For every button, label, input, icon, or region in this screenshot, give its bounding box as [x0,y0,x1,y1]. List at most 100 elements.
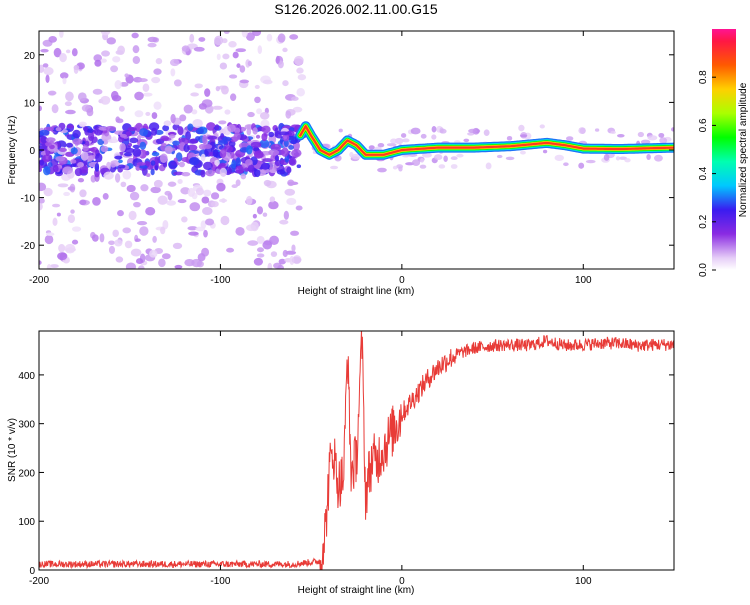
spectrogram-noise-blob [245,32,255,41]
spectrogram-noise-blob [214,124,220,131]
spectrogram-noise-blob [64,243,76,254]
spectrogram-noise-blob [394,137,404,145]
spectrogram-noise-cloud [39,31,674,269]
spectrogram-y-tick-label: -10 [21,194,36,205]
spectrogram-noise-blob [288,157,297,166]
colorbar: 0.0 0.2 0.4 0.6 0.8 Normalized spectral ampl… [698,29,749,277]
spectrogram-noise-blob [261,132,268,142]
spectrogram-noise-blob [173,171,184,176]
spectrogram-noise-blob [207,135,218,140]
snr-y-axis-label: SNR (10 * v/v) [7,418,18,482]
spectrogram-noise-blob [163,120,172,127]
spectrogram-noise-blob [296,87,305,97]
spectrogram-noise-blob [151,76,161,84]
spectrogram-noise-blob [67,214,76,223]
spectrogram-noise-blob [256,253,265,258]
spectrogram-noise-blob [187,144,198,151]
spectrogram-noise-blob [147,42,157,48]
spectrogram-noise-blob [150,168,155,176]
spectrogram-noise-blob [39,198,45,204]
spectrogram-noise-blob [285,110,292,119]
spectrogram-noise-blob [563,162,569,167]
spectrogram-noise-blob [420,158,425,163]
spectrogram-noise-blob [410,127,421,135]
spectrogram-noise-blob [43,165,51,176]
spectrogram-noise-blob [505,156,515,161]
spectrogram-noise-blob [250,141,262,148]
spectrogram-noise-blob [126,184,136,193]
spectrogram-noise-blob [159,153,168,164]
spectrogram-noise-blob [246,145,253,155]
spectrogram-noise-blob [135,164,141,171]
spectrogram-noise-blob [86,108,94,117]
spectrogram-noise-blob [78,121,87,127]
spectrogram-noise-blob [192,118,203,128]
spectrogram-noise-blob [114,80,122,90]
spectrogram-noise-blob [282,47,288,53]
spectrogram-noise-blob [263,179,272,187]
spectrogram-noise-blob [205,169,215,177]
spectrogram-noise-blob [467,132,475,136]
spectrogram-noise-blob [72,129,81,139]
spectrogram-noise-blob [168,160,178,170]
spectrogram-noise-blob [266,33,273,42]
spectrogram-noise-blob [146,173,151,178]
spectrogram-noise-blob [154,156,159,166]
spectrogram-noise-blob [164,145,173,154]
spectrogram-noise-blob [125,131,132,137]
spectrogram-noise-blob [468,128,478,134]
spectrogram-noise-blob [158,258,166,268]
spectrogram-noise-blob [41,154,52,162]
spectrogram-noise-blob [177,126,184,136]
spectrogram-noise-blob [55,156,66,162]
spectrogram-noise-blob [253,257,264,266]
spectrogram-noise-blob [277,264,284,269]
spectrogram-noise-blob [224,109,231,115]
spectrogram-noise-blob [67,186,76,191]
spectrogram-noise-blob [223,145,233,153]
spectrogram-noise-blob [187,139,199,144]
spectrogram-noise-blob [654,154,663,162]
spectrogram-noise-blob [368,145,375,150]
spectrogram-noise-blob [212,149,219,157]
spectrogram-noise-blob [160,135,169,141]
spectrogram-noise-blob [275,55,280,64]
spectrogram-noise-blob [103,171,114,180]
spectrogram-noise-blob [274,155,280,162]
spectrogram-noise-blob [180,187,191,195]
spectrogram-noise-blob [386,143,397,147]
spectrogram-noise-blob [216,53,221,61]
spectrogram-noise-blob [100,31,111,36]
spectrogram-noise-blob [496,154,503,159]
spectrogram-noise-blob [181,172,191,177]
spectrogram-noise-blob [585,159,596,164]
spectrogram-noise-blob [133,201,141,208]
spectrogram-noise-blob [235,179,241,187]
spectrogram-noise-blob [231,184,238,189]
spectrogram-noise-blob [245,159,253,166]
spectrogram-noise-blob [59,31,64,38]
spectrogram-noise-blob [216,182,226,192]
spectrogram-noise-blob [256,206,264,215]
spectrogram-noise-blob [82,145,89,152]
spectrogram-noise-blob [290,230,300,236]
spectrogram-noise-blob [392,165,398,170]
snr-y-tick-label: 400 [18,371,35,382]
spectrogram-noise-blob [145,111,151,116]
spectrogram-noise-blob [52,217,58,226]
spectrogram-noise-blob [232,51,239,59]
spectrogram-noise-blob [398,166,403,172]
spectrogram-noise-blob [66,124,74,129]
spectrogram-noise-blob [132,147,142,157]
spectrogram-noise-blob [262,158,274,163]
spectrogram-noise-blob [200,153,206,162]
spectrogram-noise-blob [106,37,117,45]
colorbar-tick-label: 0.4 [698,166,709,180]
spectrogram-noise-blob [77,161,84,168]
spectrogram-noise-blob [178,161,185,168]
spectrogram-noise-blob [136,162,146,166]
spectrogram-noise-blob [239,65,246,73]
spectrogram-noise-blob [136,258,144,265]
spectrogram-noise-blob [117,45,125,56]
spectrogram-noise-blob [44,234,54,245]
